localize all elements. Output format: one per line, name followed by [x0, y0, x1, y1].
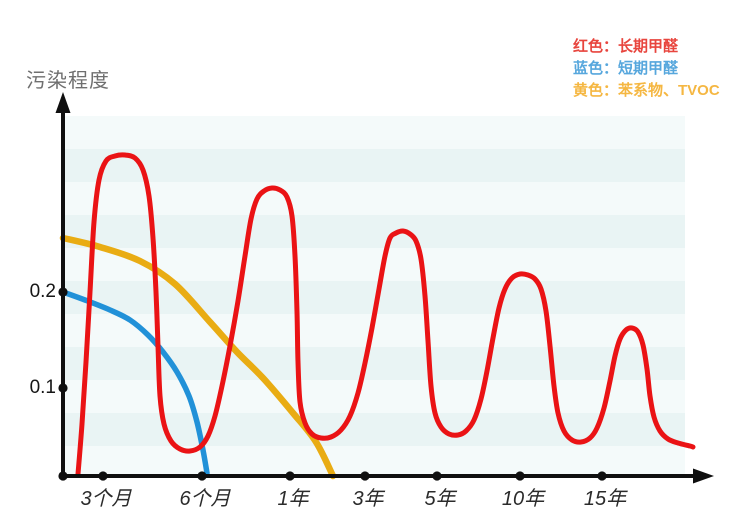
x-tick-label-1: 3个月 [80, 488, 132, 510]
x-axis-tick-dot [360, 471, 370, 481]
series-line-short-term-formaldehyde [60, 289, 210, 476]
x-tick-label-5: 5年 [424, 488, 456, 510]
x-tick-label-7: 15年 [583, 488, 627, 510]
x-axis-tick-dot [515, 471, 525, 481]
x-axis-tick-dot [98, 471, 108, 481]
x-tick-label-6: 10年 [501, 488, 545, 510]
legend: 红色：长期甲醛 蓝色：短期甲醛 黄色：苯系物、TVOC [573, 36, 720, 102]
x-axis-tick-dot [432, 471, 442, 481]
y-tick-label-0.1: 0.1 [29, 377, 56, 398]
legend-item-long-term-formaldehyde: 红色：长期甲醛 [573, 38, 679, 55]
y-axis-arrow-icon [55, 92, 71, 113]
legend-item-short-term-formaldehyde: 蓝色：短期甲醛 [573, 60, 679, 77]
y-axis-tick-dot [58, 383, 68, 393]
x-tick-label-3: 1年 [277, 488, 309, 510]
plot-stripe [63, 149, 685, 182]
plot-stripe [63, 413, 685, 446]
x-tick-label-2: 6个月 [179, 488, 231, 510]
x-axis-tick-dot [597, 471, 607, 481]
x-axis-tick-dot [285, 471, 295, 481]
series-line-long-term-formaldehyde [75, 152, 696, 477]
y-axis-title: 污染程度 [26, 70, 110, 92]
x-axis-tick-dot [197, 471, 207, 481]
plot-stripe [63, 215, 685, 248]
x-tick-label-4: 3年 [352, 488, 384, 510]
y-tick-label-0.2: 0.2 [29, 281, 56, 302]
legend-item-benzene-tvoc: 黄色：苯系物、TVOC [573, 82, 720, 99]
x-axis-arrow-icon [693, 468, 714, 484]
origin-dot [58, 471, 68, 481]
y-axis-tick-dot [58, 287, 68, 297]
